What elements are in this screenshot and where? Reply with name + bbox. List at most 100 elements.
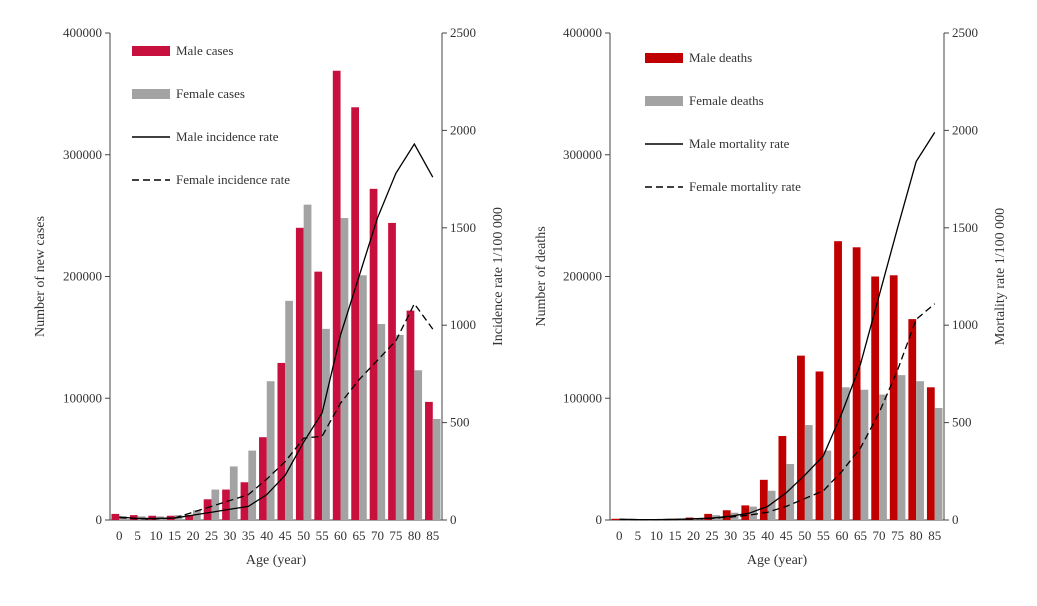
y-tick-label: 400000 bbox=[63, 25, 102, 40]
bar-male-deaths bbox=[871, 276, 880, 520]
bar-male-deaths bbox=[759, 479, 768, 520]
legend-swatch bbox=[645, 96, 683, 106]
bar-male-cases bbox=[277, 362, 286, 520]
bar-female-deaths bbox=[841, 387, 850, 520]
legend-label: Female incidence rate bbox=[176, 172, 290, 187]
bar-male-cases bbox=[425, 401, 433, 520]
bar-male-deaths bbox=[778, 435, 787, 520]
bar-female-cases bbox=[395, 334, 404, 520]
chart-panel-2: 0100000200000300000400000050010001500200… bbox=[534, 25, 1008, 568]
bar-male-deaths bbox=[704, 513, 713, 520]
bar-male-cases bbox=[185, 515, 193, 520]
bar-male-deaths bbox=[908, 319, 917, 520]
line-female-incidence-rate bbox=[119, 302, 434, 520]
y-tick-label: 300000 bbox=[563, 147, 602, 162]
x-tick-label: 50 bbox=[798, 528, 811, 543]
bar-female-cases bbox=[322, 328, 330, 520]
bar-male-cases bbox=[332, 70, 341, 521]
x-tick-label: 15 bbox=[168, 528, 181, 543]
x-tick-label: 85 bbox=[928, 528, 941, 543]
y2-tick-label: 2500 bbox=[450, 25, 476, 40]
bar-female-cases bbox=[432, 418, 441, 520]
x-tick-label: 75 bbox=[891, 528, 904, 543]
bar-female-cases bbox=[211, 489, 220, 520]
bar-female-deaths bbox=[879, 394, 887, 520]
legend-label: Male deaths bbox=[689, 50, 752, 65]
line-male-incidence-rate bbox=[119, 142, 434, 520]
x-tick-label: 0 bbox=[616, 528, 623, 543]
y-tick-label: 200000 bbox=[63, 269, 102, 284]
legend-swatch bbox=[132, 46, 170, 56]
x-tick-label: 10 bbox=[650, 528, 663, 543]
bar-female-cases bbox=[340, 218, 349, 520]
legend-swatch bbox=[645, 53, 683, 63]
x-tick-label: 0 bbox=[116, 528, 123, 543]
y2-tick-label: 1500 bbox=[450, 220, 476, 235]
x-tick-label: 60 bbox=[334, 528, 347, 543]
bar-female-cases bbox=[359, 275, 367, 520]
y-tick-label: 300000 bbox=[63, 147, 102, 162]
y2-tick-label: 500 bbox=[952, 415, 972, 430]
bar-male-deaths bbox=[926, 387, 935, 520]
x-axis-title: Age (year) bbox=[747, 553, 808, 568]
x-tick-label: 25 bbox=[706, 528, 719, 543]
x-tick-label: 40 bbox=[761, 528, 774, 543]
y-tick-label: 200000 bbox=[563, 269, 602, 284]
legend-label: Male mortality rate bbox=[689, 136, 790, 151]
bar-male-deaths bbox=[611, 518, 620, 520]
bar-male-deaths bbox=[722, 510, 731, 520]
x-tick-label: 45 bbox=[279, 528, 292, 543]
legend-label: Male cases bbox=[176, 43, 233, 58]
bar-male-cases bbox=[222, 489, 230, 520]
y-axis-title: Number of deaths bbox=[534, 226, 549, 326]
bar-female-deaths bbox=[767, 490, 776, 520]
bar-female-cases bbox=[248, 450, 257, 520]
y2-tick-label: 0 bbox=[450, 512, 457, 527]
y-axis-title: Number of new cases bbox=[33, 216, 48, 337]
y-tick-label: 100000 bbox=[563, 390, 602, 405]
x-tick-label: 5 bbox=[635, 528, 642, 543]
x-tick-label: 60 bbox=[835, 528, 848, 543]
legend-label: Female deaths bbox=[689, 93, 764, 108]
bar-female-cases bbox=[377, 323, 386, 520]
bar-male-deaths bbox=[834, 241, 842, 520]
x-tick-label: 40 bbox=[260, 528, 273, 543]
x-tick-label: 30 bbox=[724, 528, 737, 543]
bar-male-deaths bbox=[741, 505, 750, 520]
bar-male-cases bbox=[203, 499, 212, 520]
bar-male-cases bbox=[295, 227, 304, 521]
bar-female-cases bbox=[414, 370, 423, 520]
x-tick-label: 85 bbox=[426, 528, 439, 543]
x-tick-label: 80 bbox=[408, 528, 421, 543]
x-tick-label: 70 bbox=[371, 528, 384, 543]
bar-male-cases bbox=[314, 271, 323, 520]
x-tick-label: 80 bbox=[910, 528, 923, 543]
bar-female-deaths bbox=[916, 381, 924, 520]
x-tick-label: 50 bbox=[297, 528, 310, 543]
y2-tick-label: 1000 bbox=[450, 317, 476, 332]
bar-male-cases bbox=[240, 482, 249, 520]
y-tick-label: 100000 bbox=[63, 390, 102, 405]
y2-tick-label: 2000 bbox=[952, 122, 978, 137]
bar-male-cases bbox=[369, 188, 378, 520]
x-tick-label: 55 bbox=[817, 528, 830, 543]
x-tick-label: 20 bbox=[187, 528, 200, 543]
legend-label: Male incidence rate bbox=[176, 129, 279, 144]
bar-male-deaths bbox=[797, 355, 805, 520]
x-tick-label: 70 bbox=[873, 528, 886, 543]
bar-female-deaths bbox=[786, 463, 795, 520]
y-tick-label: 400000 bbox=[563, 25, 602, 40]
y2-tick-label: 0 bbox=[952, 512, 959, 527]
bar-female-cases bbox=[303, 204, 312, 521]
bar-female-cases bbox=[285, 300, 293, 520]
bar-male-deaths bbox=[815, 371, 824, 520]
y2-tick-label: 500 bbox=[450, 415, 470, 430]
y2-axis-title: Incidence rate 1/100 000 bbox=[491, 207, 506, 346]
x-tick-label: 20 bbox=[687, 528, 700, 543]
x-tick-label: 75 bbox=[389, 528, 402, 543]
line-male-mortality-rate bbox=[619, 131, 936, 521]
legend-label: Female cases bbox=[176, 86, 245, 101]
bar-male-deaths bbox=[889, 275, 898, 520]
bar-female-deaths bbox=[749, 506, 757, 520]
